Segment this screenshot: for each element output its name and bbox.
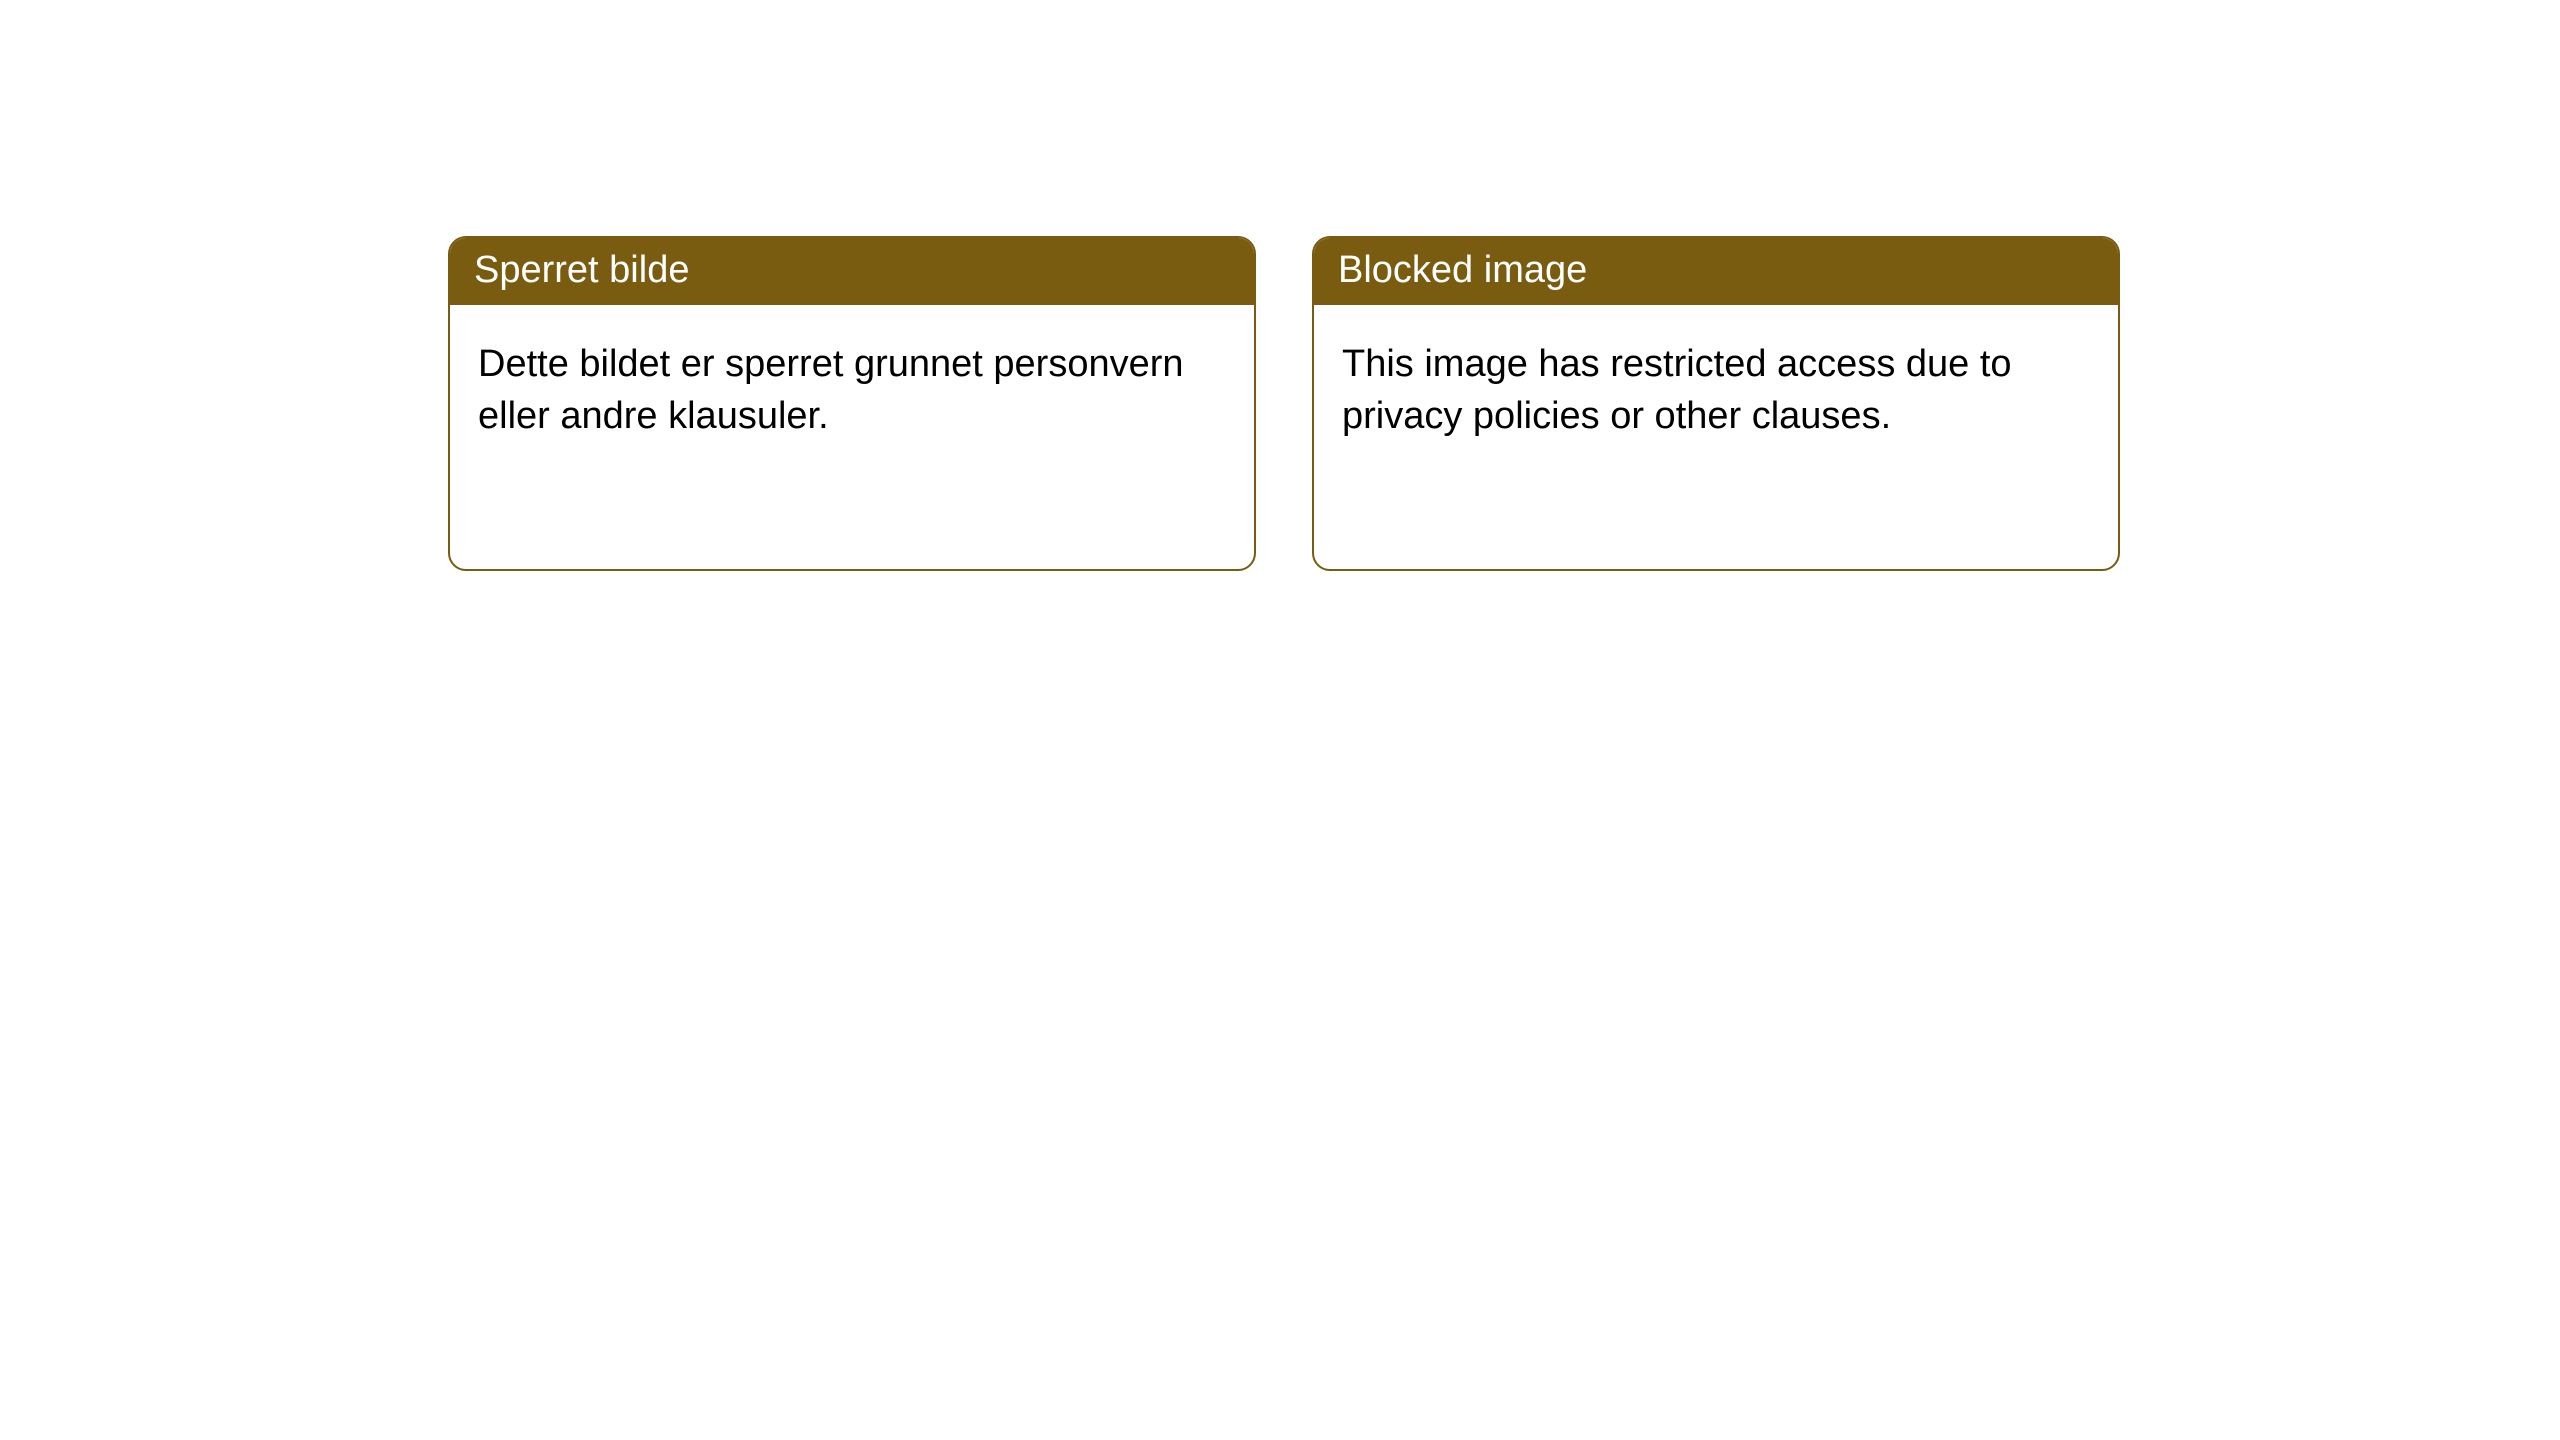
notice-card-norwegian: Sperret bilde Dette bildet er sperret gr…: [448, 236, 1256, 571]
notice-card-body: Dette bildet er sperret grunnet personve…: [450, 305, 1254, 569]
notice-card-english: Blocked image This image has restricted …: [1312, 236, 2120, 571]
notice-card-body: This image has restricted access due to …: [1314, 305, 2118, 569]
notice-card-title: Blocked image: [1314, 238, 2118, 305]
notice-container: Sperret bilde Dette bildet er sperret gr…: [0, 0, 2560, 571]
notice-card-title: Sperret bilde: [450, 238, 1254, 305]
